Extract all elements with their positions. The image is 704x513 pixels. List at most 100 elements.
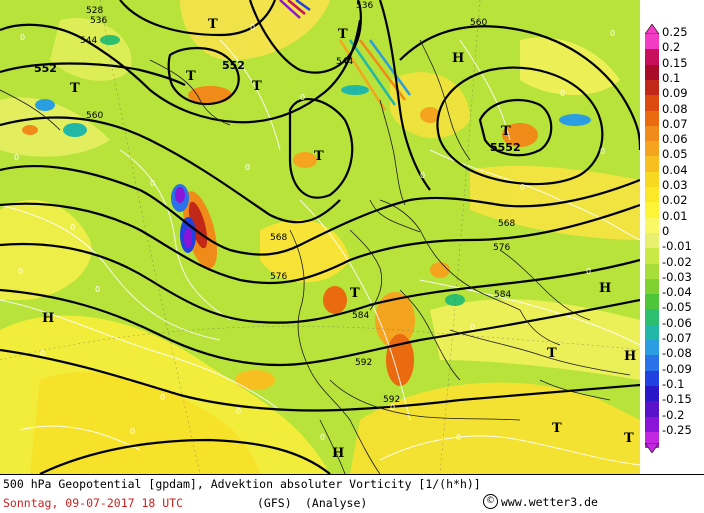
zero-label: 0 [236, 407, 241, 416]
weather-map: 528 536 544 552 560 568 576 584 592 5552… [0, 0, 640, 474]
low-marker: T [501, 124, 511, 139]
zero-label: 0 [560, 89, 565, 98]
scale-label: -0.08 [662, 346, 692, 361]
contour-label: 552 [34, 62, 57, 75]
scale-swatch [645, 79, 659, 96]
zero-label: 0 [320, 433, 325, 442]
scale-swatch [645, 171, 659, 188]
scale-swatch [645, 248, 659, 265]
contour-label: 568 [498, 219, 515, 229]
contour-label: 536 [90, 16, 107, 26]
high-marker: H [624, 349, 636, 364]
zero-label: 0 [40, 349, 45, 358]
contour-label: 584 [494, 290, 511, 300]
scale-label: -0.2 [662, 407, 685, 422]
zero-label: 0 [456, 433, 461, 442]
contour-label: 568 [270, 233, 287, 243]
scale-swatch [645, 340, 659, 356]
zero-label: 0 [300, 93, 305, 102]
contour-label: 544 [336, 57, 353, 67]
scale-swatch [645, 34, 659, 50]
scale-label: 0.08 [662, 101, 688, 116]
scale-label: 0.06 [662, 132, 688, 147]
contour-label: 536 [356, 1, 373, 11]
zero-label-layer: 0 0 0 0 0 0 0 0 0 0 0 0 0 0 0 0 0 0 0 0 … [14, 23, 615, 442]
scale-swatch [645, 385, 659, 402]
scale-label: 0.15 [662, 55, 688, 70]
scale-swatch [645, 232, 659, 249]
zero-label: 0 [150, 179, 155, 188]
zero-label: 0 [586, 267, 591, 276]
scale-label: -0.25 [662, 422, 692, 437]
low-marker: T [314, 149, 324, 164]
contour-label: 576 [493, 243, 510, 253]
scale-label: 0.25 [662, 25, 688, 39]
scale-label: -0.02 [662, 254, 692, 269]
striped-band [279, 0, 412, 111]
scale-label: -0.06 [662, 315, 692, 330]
scale-label: 0.03 [662, 178, 688, 192]
low-marker: T [624, 431, 634, 446]
pressure-center-layer: T T T T T T T T T H H H H H T T [42, 17, 636, 461]
scale-swatch [645, 324, 659, 341]
scale-label: 0 [662, 223, 670, 238]
zero-label: 0 [95, 285, 100, 294]
scale-label: 0.01 [662, 208, 688, 223]
scale-label: 0.05 [662, 147, 688, 162]
scale-arrow-up-icon [645, 24, 659, 34]
scale-swatch [645, 217, 659, 234]
scale-label: -0.1 [662, 376, 685, 391]
scale-label: 0.02 [662, 193, 688, 208]
zero-label: 0 [14, 153, 19, 162]
scale-label: -0.04 [662, 285, 692, 300]
scale-label: -0.07 [662, 331, 692, 345]
scale-swatch [645, 110, 659, 127]
high-marker: H [42, 311, 54, 326]
scale-label: 0.04 [662, 162, 688, 177]
copyright-icon: © [483, 494, 498, 509]
scale-swatch [645, 263, 659, 280]
scale-swatch [645, 309, 659, 326]
color-scale-legend: 0.25 0.2 0.15 0.1 0.09 0.08 0.07 0.06 0.05 0.04 0.… [640, 0, 704, 474]
contour-label: 560 [470, 18, 487, 28]
geopotential-contours [0, 0, 640, 474]
low-marker: T [252, 79, 262, 94]
scale-swatch [645, 49, 659, 66]
contour-label: 528 [86, 6, 103, 16]
run-type: (Analyse) [305, 496, 368, 510]
zero-label: 0 [70, 223, 75, 232]
scale-swatch [645, 202, 659, 219]
scale-label: 0.09 [662, 86, 688, 101]
low-marker: T [208, 17, 218, 32]
scale-swatch [645, 95, 659, 112]
map-footer: 500 hPa Geopotential [gpdam], Advektion … [0, 474, 704, 513]
zero-label: 0 [610, 29, 615, 38]
zero-label: 0 [130, 427, 135, 436]
zero-label: 0 [160, 393, 165, 402]
scale-label: -0.01 [662, 239, 692, 254]
high-marker: H [599, 281, 611, 296]
low-marker: T [186, 69, 196, 84]
scale-label: -0.03 [662, 269, 692, 284]
scale-label: 0.2 [662, 40, 681, 55]
zero-label: 0 [18, 267, 23, 276]
map-title: 500 hPa Geopotential [gpdam], Advektion … [3, 477, 481, 491]
contour-label: 5552 [490, 141, 521, 154]
high-marker: H [332, 446, 344, 461]
contour-label: 592 [355, 358, 372, 368]
zero-label: 0 [390, 403, 395, 412]
scale-swatch [645, 125, 659, 142]
high-marker: H [452, 51, 464, 66]
zero-label: 0 [470, 323, 475, 332]
zero-contours [0, 39, 640, 466]
zero-label: 0 [600, 147, 605, 156]
low-marker: T [338, 27, 348, 42]
zero-label: 0 [520, 183, 525, 192]
scale-label: 0.1 [662, 70, 681, 85]
model-name: (GFS) [257, 496, 292, 510]
copyright-site[interactable]: www.wetter3.de [501, 494, 598, 509]
scale-label: -0.15 [662, 392, 692, 407]
low-marker: T [547, 346, 557, 361]
scale-arrow-down-icon [645, 443, 659, 453]
contour-label: 584 [352, 311, 369, 321]
